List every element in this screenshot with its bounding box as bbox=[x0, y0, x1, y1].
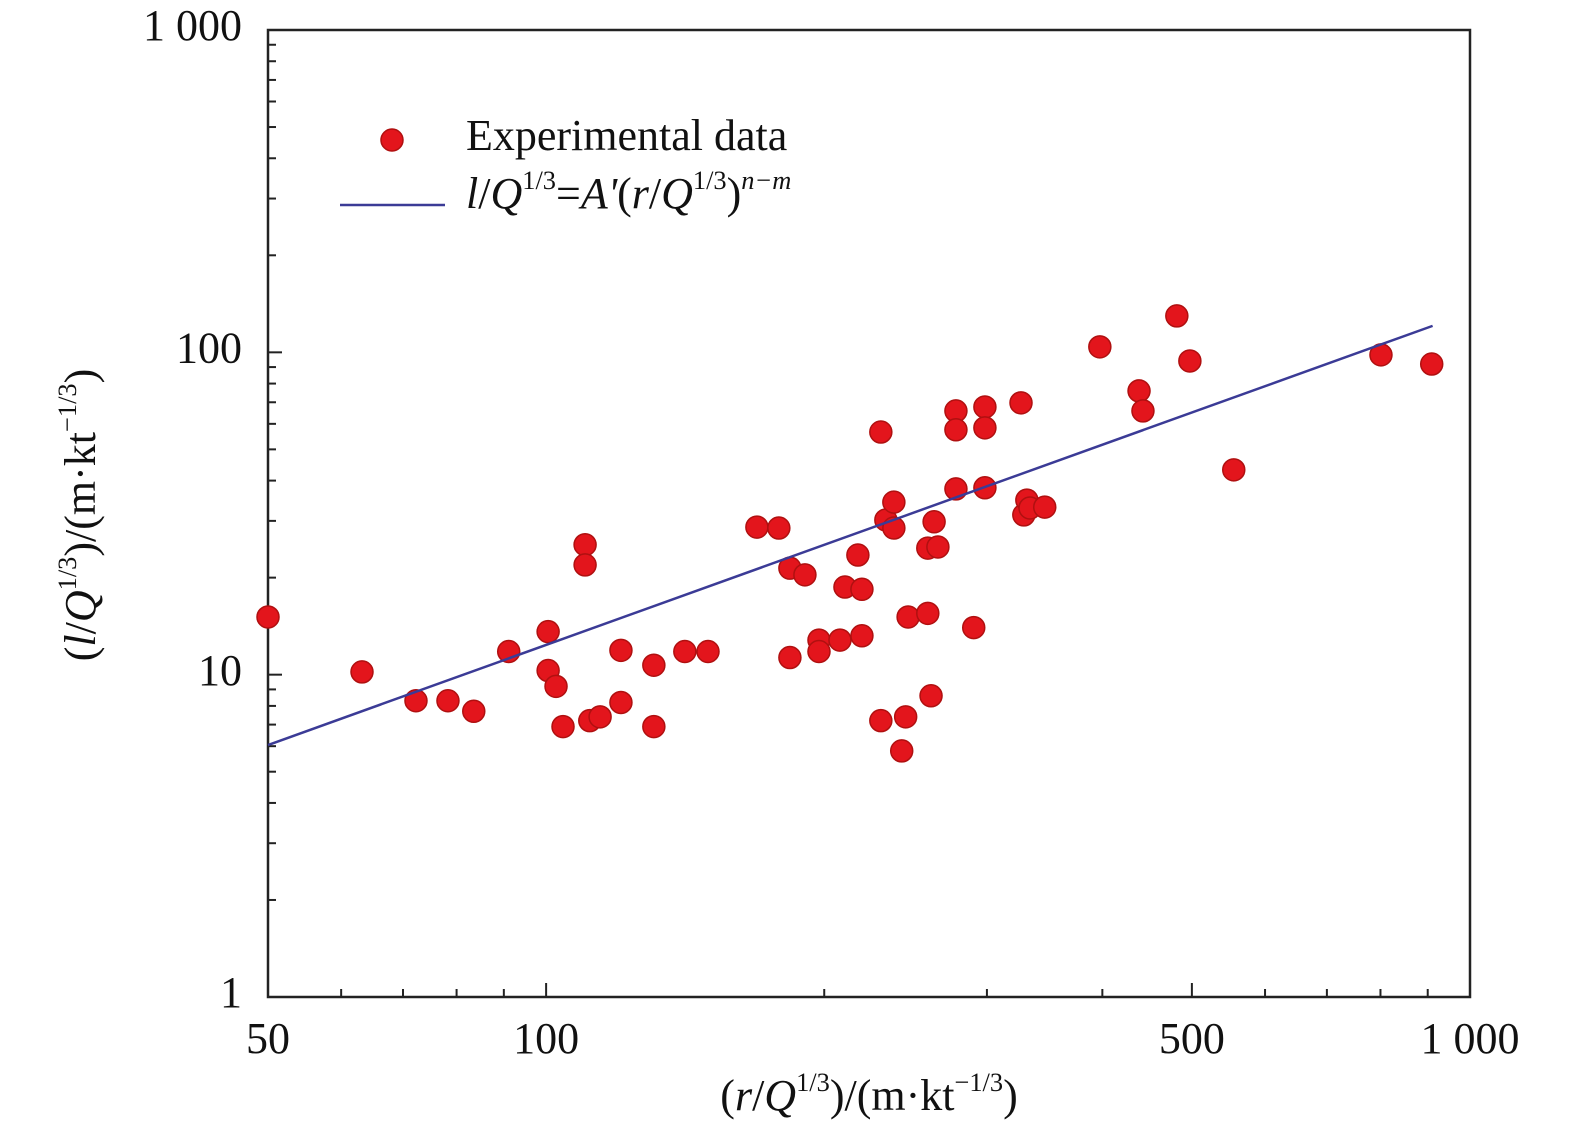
data-point bbox=[889, 739, 914, 763]
label-part: ( bbox=[617, 169, 632, 218]
data-point bbox=[536, 619, 560, 644]
y-tick-label: 10 bbox=[198, 646, 242, 695]
label-part: Experimental data bbox=[466, 111, 787, 160]
label-part: l bbox=[56, 634, 105, 646]
data-point bbox=[696, 639, 720, 664]
data-point bbox=[544, 674, 568, 699]
x-tick-label: 1 000 bbox=[1421, 1014, 1520, 1063]
data-point bbox=[1222, 458, 1246, 482]
data-point bbox=[882, 490, 906, 514]
data-point bbox=[1127, 379, 1151, 403]
label-part: / bbox=[649, 169, 662, 218]
data-point bbox=[961, 615, 986, 640]
data-point bbox=[256, 605, 280, 629]
label-part: r bbox=[735, 1071, 753, 1120]
data-point bbox=[828, 628, 852, 652]
label-part: 1/3 bbox=[522, 165, 556, 195]
data-point bbox=[436, 689, 460, 713]
legend-marker bbox=[380, 128, 404, 152]
label-part: 1/3 bbox=[796, 1067, 830, 1097]
data-point bbox=[922, 510, 946, 534]
data-point bbox=[462, 699, 486, 724]
data-point bbox=[807, 639, 831, 664]
label-part: 1/3 bbox=[693, 165, 727, 195]
data-point bbox=[745, 515, 769, 539]
data-point bbox=[846, 543, 870, 567]
data-point bbox=[404, 689, 428, 713]
data-point bbox=[1178, 349, 1202, 373]
y-tick-label: 100 bbox=[176, 323, 242, 372]
data-point bbox=[1165, 304, 1189, 328]
data-point bbox=[350, 660, 374, 684]
data-point bbox=[573, 532, 597, 557]
data-point bbox=[551, 714, 575, 739]
label-part: ) bbox=[56, 369, 105, 384]
label-part: )/(m·kt bbox=[830, 1071, 955, 1120]
label-part: n−m bbox=[741, 165, 791, 195]
x-tick-label: 100 bbox=[513, 1014, 579, 1063]
legend-label: Experimental data bbox=[466, 111, 787, 160]
data-point bbox=[793, 563, 817, 587]
data-point bbox=[919, 684, 943, 708]
data-point bbox=[893, 705, 918, 729]
y-axis-label: (l/Q1/3)/(m·kt−1/3) bbox=[52, 369, 105, 662]
label-part: = bbox=[556, 169, 581, 218]
data-point bbox=[778, 645, 802, 670]
data-point bbox=[642, 653, 666, 677]
label-part: r bbox=[632, 169, 650, 218]
y-tick-label: 1 bbox=[220, 968, 242, 1017]
label-part: ( bbox=[720, 1071, 735, 1120]
legend-label: l/Q1/3=A'(r/Q1/3)n−m bbox=[466, 165, 791, 218]
plot-frame bbox=[266, 28, 1472, 999]
label-part: Q bbox=[490, 169, 522, 218]
data-point bbox=[588, 705, 612, 729]
data-point bbox=[896, 605, 920, 629]
label-part: )/(m·kt bbox=[56, 432, 105, 557]
x-axis-label: (r/Q1/3)/(m·kt−1/3) bbox=[720, 1067, 1017, 1120]
data-point bbox=[850, 624, 874, 648]
label-part: / bbox=[752, 1071, 765, 1120]
label-part: −1/3 bbox=[52, 383, 82, 432]
y-tick-label: 1 000 bbox=[143, 1, 242, 50]
label-part: A' bbox=[578, 169, 619, 218]
data-point bbox=[642, 714, 666, 739]
data-point bbox=[1419, 352, 1444, 376]
fit-line bbox=[267, 324, 1434, 747]
data-point bbox=[767, 516, 791, 540]
data-point bbox=[850, 577, 874, 602]
data-point bbox=[1088, 335, 1112, 359]
label-part: Q bbox=[661, 169, 693, 218]
data-point bbox=[926, 535, 950, 559]
x-tick-label: 500 bbox=[1159, 1014, 1225, 1063]
label-part: Q bbox=[56, 590, 105, 622]
label-part: −1/3 bbox=[954, 1067, 1003, 1097]
label-part: l bbox=[466, 169, 478, 218]
data-point bbox=[1032, 495, 1057, 519]
label-part: ) bbox=[727, 169, 742, 218]
data-point bbox=[869, 708, 893, 733]
data-point bbox=[869, 420, 893, 444]
data-point bbox=[1009, 391, 1033, 415]
label-part: 1/3 bbox=[52, 557, 82, 591]
x-tick-label: 50 bbox=[246, 1014, 290, 1063]
data-point bbox=[916, 601, 940, 626]
data-point bbox=[573, 553, 597, 577]
data-point bbox=[944, 418, 968, 442]
label-part: Q bbox=[764, 1071, 796, 1120]
data-point bbox=[673, 639, 697, 664]
label-part: ( bbox=[56, 647, 105, 662]
label-part: ) bbox=[1003, 1071, 1018, 1120]
data-point bbox=[973, 395, 997, 419]
data-point bbox=[609, 690, 633, 715]
data-point bbox=[609, 638, 633, 663]
data-point bbox=[973, 416, 997, 440]
data-point bbox=[1131, 399, 1155, 423]
label-part: / bbox=[56, 621, 105, 634]
label-part: / bbox=[478, 169, 491, 218]
